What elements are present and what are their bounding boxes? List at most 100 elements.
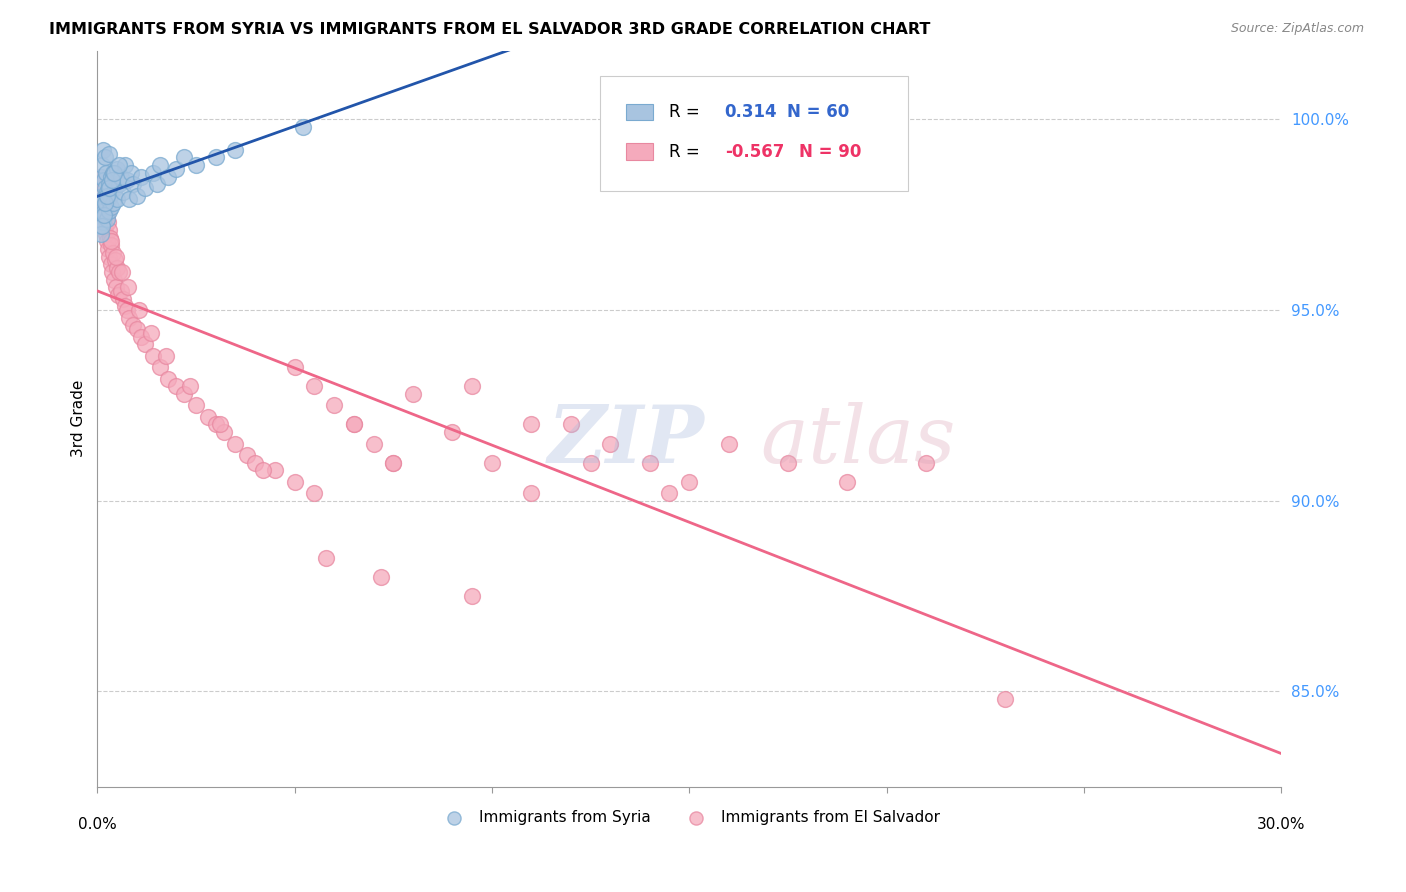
Point	[89, 169, 111, 184]
Point	[105, 161, 128, 176]
Point	[165, 161, 187, 176]
Point	[134, 337, 156, 351]
Point	[98, 146, 121, 161]
Point	[100, 169, 122, 184]
Point	[149, 360, 172, 375]
Point	[157, 169, 180, 184]
Point	[179, 379, 201, 393]
Point	[96, 211, 118, 226]
Text: N = 90: N = 90	[800, 143, 862, 161]
Legend: Immigrants from Syria, Immigrants from El Salvador: Immigrants from Syria, Immigrants from E…	[433, 804, 946, 830]
Bar	[627, 103, 652, 120]
Point	[157, 372, 180, 386]
Point	[155, 349, 177, 363]
Point	[89, 208, 111, 222]
Point	[101, 265, 124, 279]
Point	[110, 284, 132, 298]
Point	[94, 219, 117, 234]
Point	[91, 188, 114, 202]
Point	[145, 177, 167, 191]
Text: 30.0%: 30.0%	[1257, 817, 1305, 832]
Point	[100, 238, 122, 252]
Point	[98, 177, 121, 191]
Point	[91, 177, 114, 191]
Point	[120, 166, 142, 180]
Point	[98, 230, 121, 244]
Point	[461, 589, 484, 603]
Point	[264, 463, 287, 477]
Point	[94, 200, 117, 214]
Point	[252, 463, 274, 477]
Point	[129, 169, 152, 184]
Point	[94, 196, 117, 211]
Text: atlas: atlas	[761, 402, 956, 480]
Point	[638, 456, 661, 470]
Point	[343, 417, 366, 432]
Point	[363, 436, 385, 450]
Point	[111, 265, 134, 279]
Point	[91, 215, 114, 229]
Text: R =: R =	[669, 103, 704, 120]
Point	[104, 181, 127, 195]
Point	[125, 188, 148, 202]
Point	[94, 227, 117, 241]
Point	[115, 173, 138, 187]
Point	[101, 196, 124, 211]
Point	[91, 193, 114, 207]
Point	[678, 475, 700, 489]
Point	[93, 173, 115, 187]
Point	[520, 486, 543, 500]
Point	[304, 486, 326, 500]
Point	[93, 208, 115, 222]
Point	[284, 475, 307, 489]
Point	[204, 417, 226, 432]
Text: N = 60: N = 60	[787, 103, 849, 120]
Point	[579, 456, 602, 470]
Point	[110, 169, 132, 184]
Point	[402, 387, 425, 401]
Point	[165, 379, 187, 393]
FancyBboxPatch shape	[600, 77, 908, 191]
Point	[134, 181, 156, 195]
Point	[315, 551, 337, 566]
Point	[835, 475, 858, 489]
Point	[111, 185, 134, 199]
Point	[224, 436, 246, 450]
Point	[139, 326, 162, 340]
Text: 0.314: 0.314	[724, 103, 778, 120]
Y-axis label: 3rd Grade: 3rd Grade	[72, 380, 86, 458]
Point	[91, 219, 114, 234]
Point	[149, 158, 172, 172]
Point	[560, 417, 582, 432]
Point	[98, 203, 121, 218]
Point	[125, 322, 148, 336]
Point	[118, 310, 141, 325]
Point	[197, 409, 219, 424]
Text: IMMIGRANTS FROM SYRIA VS IMMIGRANTS FROM EL SALVADOR 3RD GRADE CORRELATION CHART: IMMIGRANTS FROM SYRIA VS IMMIGRANTS FROM…	[49, 22, 931, 37]
Point	[236, 448, 259, 462]
Text: Source: ZipAtlas.com: Source: ZipAtlas.com	[1230, 22, 1364, 36]
Point	[243, 456, 266, 470]
Point	[108, 158, 131, 172]
Point	[994, 692, 1017, 706]
Point	[96, 185, 118, 199]
Point	[93, 203, 115, 218]
Point	[658, 486, 681, 500]
Point	[100, 200, 122, 214]
Point	[91, 143, 114, 157]
Point	[96, 235, 118, 249]
Point	[94, 151, 117, 165]
Point	[105, 280, 128, 294]
Point	[111, 292, 134, 306]
Point	[94, 196, 117, 211]
Point	[108, 177, 131, 191]
Point	[98, 181, 121, 195]
Point	[103, 272, 125, 286]
Point	[100, 257, 122, 271]
Point	[114, 158, 136, 172]
Point	[91, 158, 114, 172]
Point	[96, 208, 118, 222]
Point	[101, 173, 124, 187]
Point	[717, 436, 740, 450]
Point	[184, 398, 207, 412]
